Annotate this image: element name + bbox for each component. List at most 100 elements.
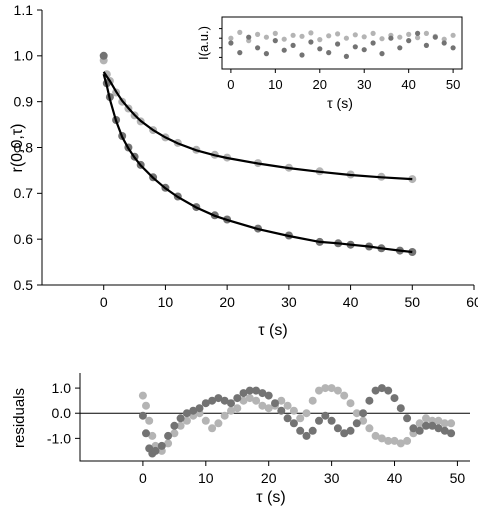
residuals-point-s1-4 bbox=[151, 446, 160, 455]
inset-point-s1-8 bbox=[299, 52, 305, 58]
inset-point-s1-0 bbox=[228, 40, 234, 46]
residuals-point-s0-25 bbox=[283, 401, 292, 410]
inset-x-tick-label-0: 0 bbox=[227, 77, 234, 92]
inset-point-s0-15 bbox=[361, 34, 367, 40]
residuals-point-s1-29 bbox=[308, 426, 317, 435]
residuals-point-s0-40 bbox=[377, 434, 386, 443]
inset-point-s1-5 bbox=[272, 38, 278, 44]
inset-x-tick-label-4: 40 bbox=[401, 77, 415, 92]
residuals-point-s1-11 bbox=[195, 404, 204, 413]
inset-point-s1-14 bbox=[352, 44, 358, 50]
residuals-chart-marks bbox=[80, 384, 470, 458]
residuals-point-s1-36 bbox=[352, 419, 361, 428]
inset-point-s1-24 bbox=[441, 40, 447, 46]
inset-point-s1-9 bbox=[308, 39, 314, 45]
residuals-point-s0-43 bbox=[396, 439, 405, 448]
residuals-point-s1-16 bbox=[227, 399, 235, 408]
residuals-point-s1-20 bbox=[252, 386, 261, 395]
inset-point-s0-3 bbox=[255, 31, 261, 37]
inset-point-s1-20 bbox=[406, 38, 412, 44]
residuals-point-s1-30 bbox=[315, 416, 323, 425]
residuals-point-s0-19 bbox=[245, 394, 254, 403]
residuals-x-tick-label-4: 40 bbox=[387, 470, 403, 486]
main-x-tick-label-1: 10 bbox=[158, 294, 174, 310]
inset-point-s1-2 bbox=[246, 34, 252, 40]
residuals-point-s1-27 bbox=[296, 426, 305, 435]
residuals-point-s1-51 bbox=[447, 429, 456, 438]
inset-point-s1-23 bbox=[432, 34, 438, 40]
residuals-point-s0-24 bbox=[277, 396, 286, 405]
inset-point-s1-17 bbox=[379, 51, 385, 57]
main-x-axis-label: τ (s) bbox=[258, 322, 287, 339]
residuals-point-s1-8 bbox=[176, 414, 185, 423]
inset-x-tick-label-3: 30 bbox=[357, 77, 371, 92]
inset-point-s1-1 bbox=[237, 50, 243, 56]
inset-point-s0-19 bbox=[397, 34, 403, 40]
residuals-chart-ticks: 0 10 20 30 40 50 -1.0 0.0 1.0 bbox=[47, 380, 466, 486]
residuals-point-s0-20 bbox=[252, 396, 261, 405]
inset-point-s0-24 bbox=[441, 36, 447, 42]
main-y-tick-label-0: 0.5 bbox=[14, 277, 34, 293]
residuals-point-s1-7 bbox=[170, 421, 179, 430]
residuals-point-s0-9 bbox=[182, 416, 191, 425]
residuals-x-tick-label-3: 30 bbox=[324, 470, 340, 486]
residuals-point-s1-12 bbox=[201, 399, 210, 408]
inset-point-s1-18 bbox=[388, 35, 394, 41]
residuals-point-s0-31 bbox=[321, 384, 330, 393]
residuals-point-s1-46 bbox=[415, 426, 424, 435]
inset-point-s0-9 bbox=[308, 30, 314, 36]
residuals-point-s0-21 bbox=[258, 401, 267, 410]
inset-point-s1-19 bbox=[397, 45, 403, 51]
residuals-point-s0-41 bbox=[384, 436, 393, 445]
inset-point-s1-25 bbox=[450, 45, 456, 51]
main-fit-line-2 bbox=[102, 71, 413, 181]
inset-point-s0-6 bbox=[281, 36, 287, 42]
main-y-tick-label-6: 1.1 bbox=[14, 2, 34, 18]
residuals-point-s1-38 bbox=[365, 396, 374, 405]
residuals-point-s1-39 bbox=[371, 386, 380, 395]
residuals-x-tick-label-0: 0 bbox=[139, 470, 147, 486]
residuals-point-s0-16 bbox=[227, 406, 235, 415]
residuals-point-s0-6 bbox=[164, 439, 173, 448]
inset-point-s0-10 bbox=[317, 37, 323, 43]
main-y-tick-label-1: 0.6 bbox=[14, 231, 34, 247]
residuals-point-s0-2 bbox=[145, 416, 154, 425]
inset-y-axis-label: I(a.u.) bbox=[196, 26, 211, 60]
inset-point-s1-7 bbox=[290, 42, 296, 49]
residuals-point-s0-26 bbox=[289, 406, 298, 415]
main-y-tick-label-4: 0.9 bbox=[14, 94, 34, 110]
residuals-point-s0-8 bbox=[176, 421, 185, 430]
residuals-point-s0-18 bbox=[239, 396, 248, 405]
inset-point-s0-8 bbox=[299, 33, 305, 39]
residuals-point-s1-31 bbox=[321, 411, 330, 420]
inset-point-s0-11 bbox=[326, 33, 332, 39]
residuals-point-s1-40 bbox=[377, 384, 386, 393]
residuals-y-tick-label-2: 1.0 bbox=[52, 380, 72, 396]
residuals-point-s1-47 bbox=[422, 421, 430, 430]
residuals-point-s0-7 bbox=[170, 429, 179, 438]
inset-point-s0-25 bbox=[450, 32, 456, 38]
main-chart: 0 10 20 30 40 50 60 0.5 0.6 0.7 0.8 0.9 1.0 1.1 r(0,0… bbox=[9, 2, 478, 339]
residuals-point-s1-37 bbox=[359, 409, 368, 418]
inset-point-s0-0 bbox=[228, 35, 234, 41]
residuals-point-s0-3 bbox=[148, 431, 157, 440]
inset-frame bbox=[221, 16, 463, 70]
main-x-tick-label-0: 0 bbox=[100, 294, 108, 310]
residuals-point-s1-18 bbox=[239, 389, 248, 398]
residuals-point-s1-24 bbox=[277, 406, 286, 415]
inset-chart: 0 10 20 30 40 50 I(a.u.) τ (s) bbox=[196, 16, 463, 111]
inset-x-tick-label-2: 20 bbox=[313, 77, 327, 92]
inset-point-s0-13 bbox=[343, 35, 349, 41]
inset-point-s1-22 bbox=[423, 42, 429, 49]
inset-point-s0-22 bbox=[423, 30, 429, 36]
residuals-point-s1-22 bbox=[264, 391, 273, 400]
residuals-point-s1-5 bbox=[157, 441, 166, 450]
inset-x-axis-label: τ (s) bbox=[327, 95, 353, 111]
inset-point-s0-14 bbox=[352, 32, 358, 38]
inset-point-s1-16 bbox=[370, 40, 376, 46]
residuals-point-s1-26 bbox=[289, 419, 298, 428]
residuals-point-s0-27 bbox=[296, 414, 305, 423]
residuals-point-s1-9 bbox=[182, 409, 191, 418]
residuals-point-s0-14 bbox=[214, 419, 223, 428]
residuals-point-s0-37 bbox=[359, 416, 368, 425]
